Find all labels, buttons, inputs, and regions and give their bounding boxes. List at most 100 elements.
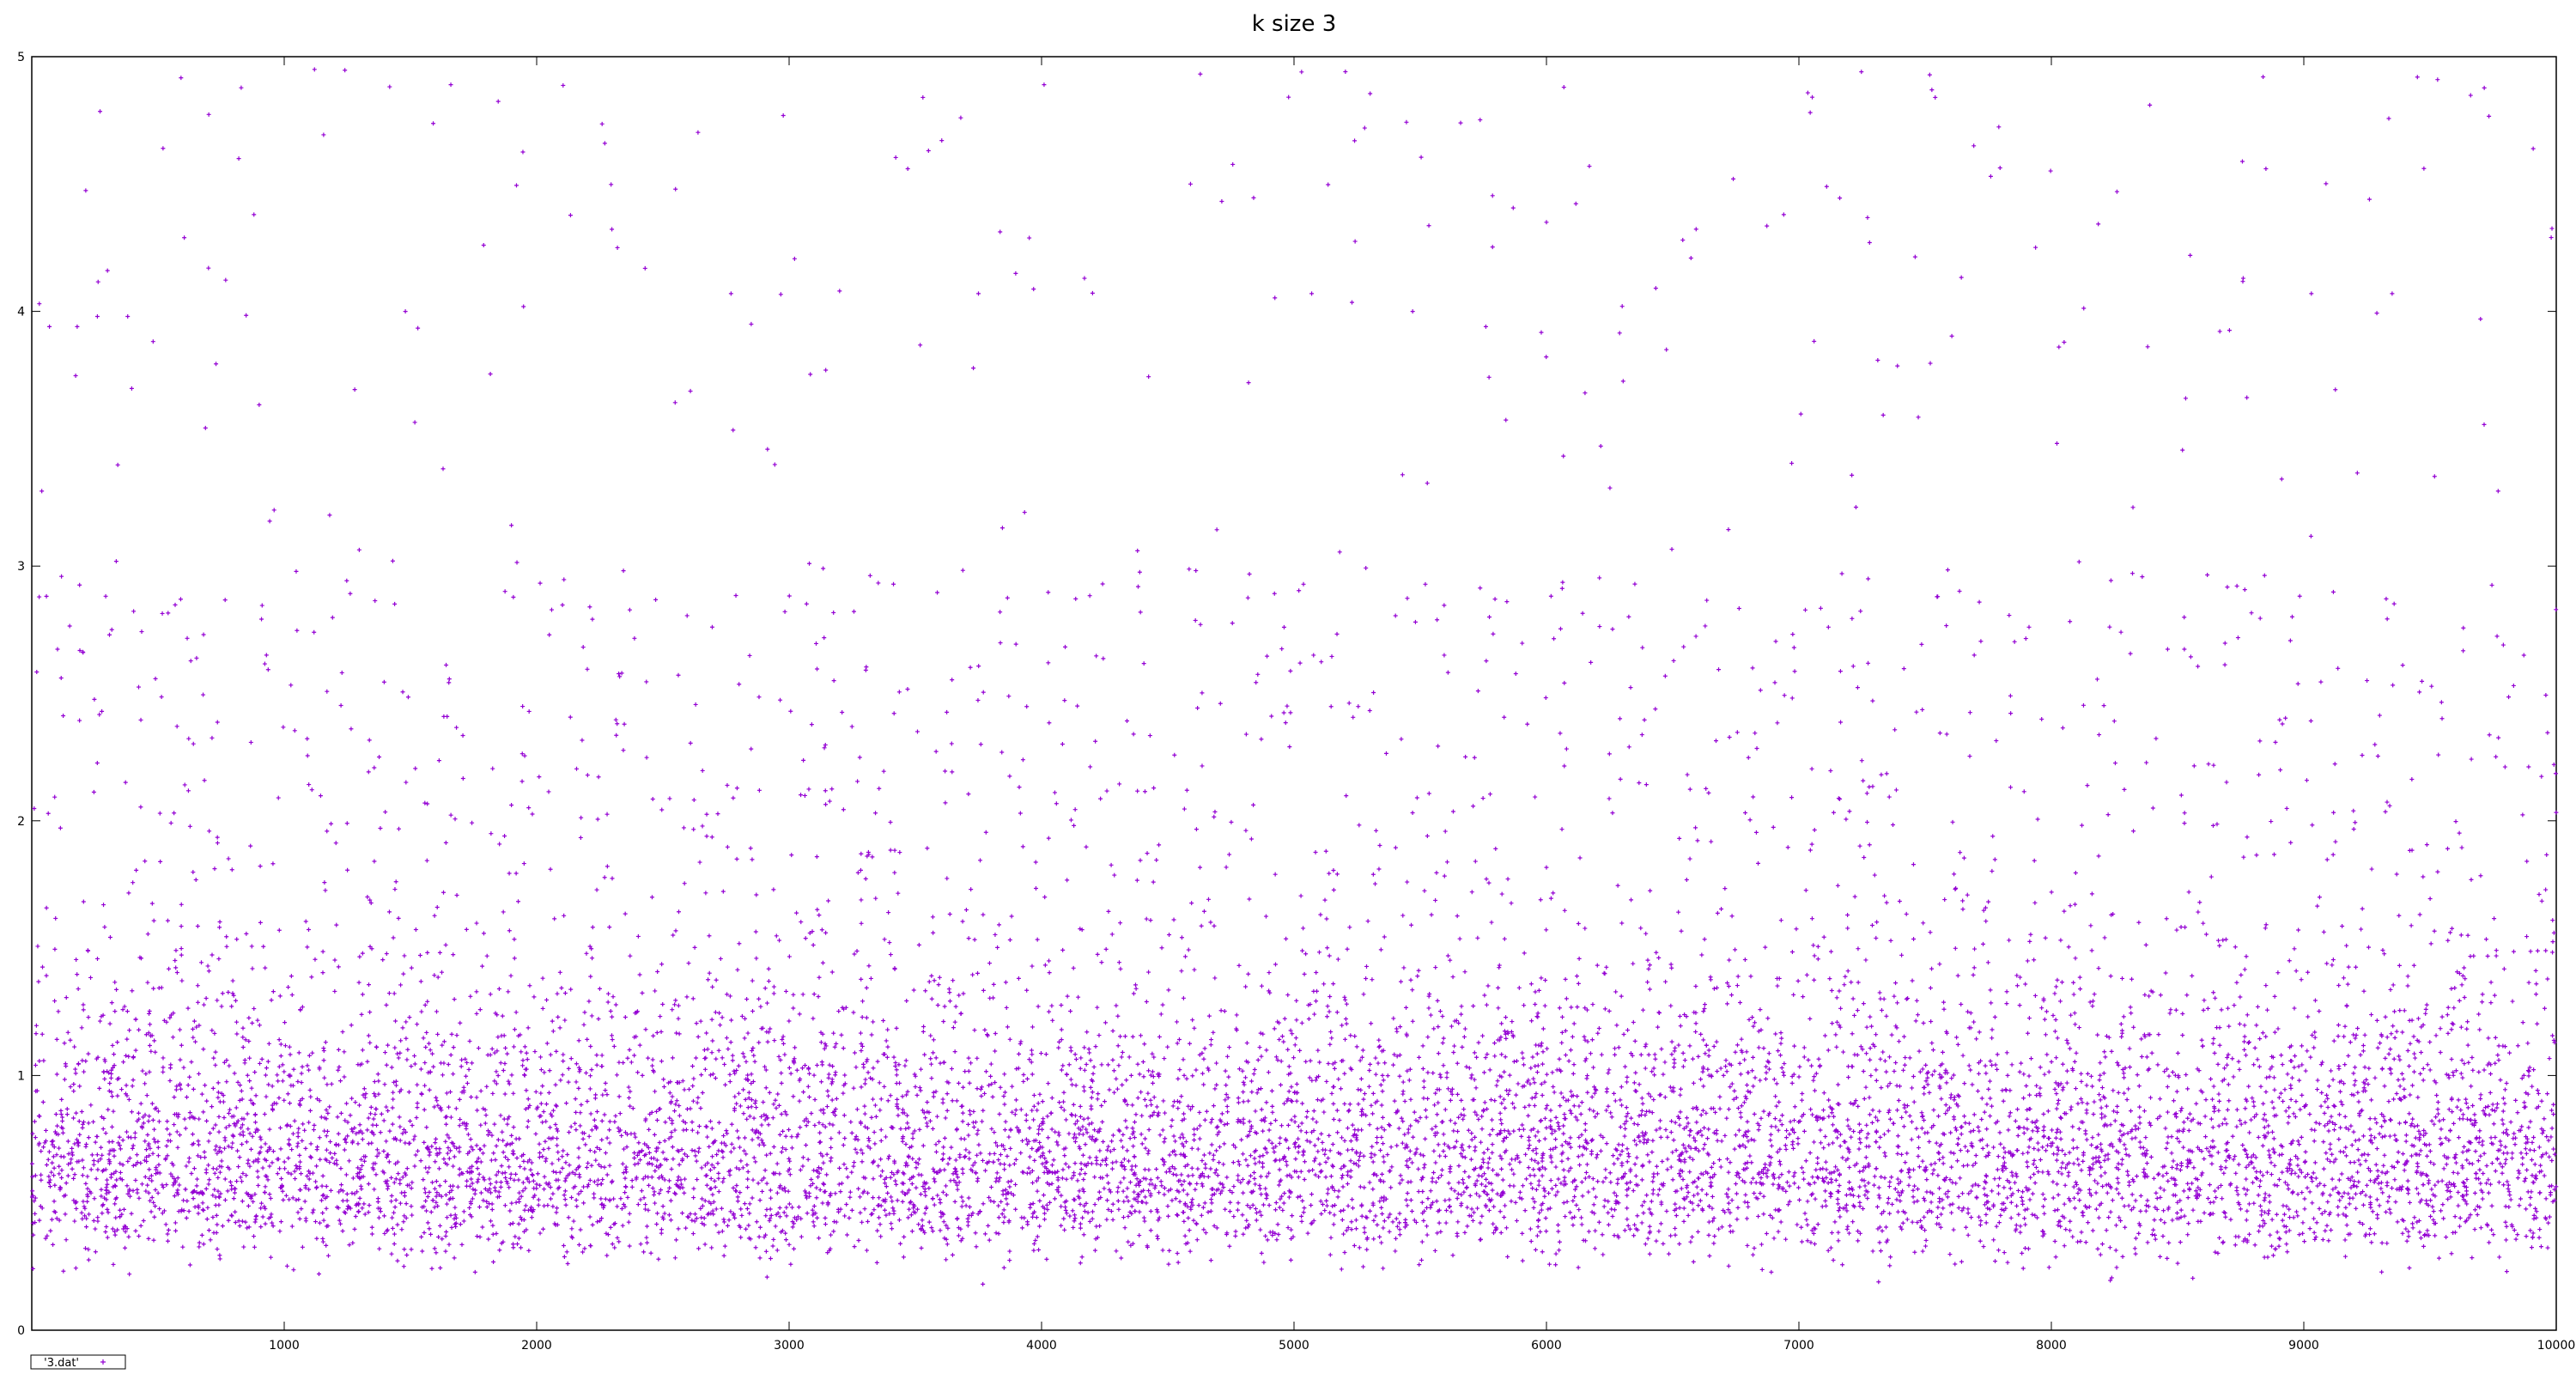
data-point bbox=[1645, 958, 1650, 963]
data-point bbox=[2275, 1183, 2280, 1189]
data-point bbox=[1905, 1103, 1910, 1109]
data-point bbox=[1139, 1132, 1144, 1137]
data-point bbox=[302, 1199, 307, 1204]
data-points bbox=[29, 67, 2559, 1286]
data-point bbox=[1618, 716, 1623, 721]
data-point bbox=[1910, 1085, 1915, 1091]
data-point bbox=[1133, 982, 1138, 988]
data-point bbox=[1959, 275, 1964, 280]
data-point bbox=[1765, 1168, 1771, 1173]
data-point bbox=[561, 1148, 566, 1153]
data-point bbox=[2352, 1082, 2357, 1087]
data-point bbox=[1449, 1086, 1455, 1091]
data-point bbox=[453, 817, 458, 822]
data-point bbox=[2444, 1182, 2449, 1188]
data-point bbox=[392, 1210, 397, 1215]
data-point bbox=[2488, 1135, 2494, 1140]
data-point bbox=[164, 1144, 169, 1149]
data-point bbox=[2553, 771, 2558, 776]
data-point bbox=[1047, 1149, 1052, 1154]
data-point bbox=[186, 1156, 191, 1161]
data-point bbox=[2147, 1121, 2152, 1126]
data-point bbox=[1125, 1186, 1130, 1191]
data-point bbox=[734, 786, 739, 791]
data-point bbox=[1702, 937, 1707, 942]
data-point bbox=[721, 1217, 726, 1222]
data-point bbox=[1284, 936, 1289, 941]
data-point bbox=[2256, 1193, 2261, 1198]
data-point bbox=[875, 1203, 880, 1208]
data-point bbox=[2263, 1135, 2268, 1140]
data-point bbox=[2300, 1062, 2305, 1067]
data-point bbox=[292, 1169, 297, 1174]
data-point bbox=[519, 1217, 525, 1222]
data-point bbox=[943, 800, 948, 806]
data-point bbox=[1574, 1184, 1579, 1189]
data-point bbox=[2234, 583, 2239, 588]
data-point bbox=[1934, 1140, 1939, 1146]
data-point bbox=[2426, 1202, 2431, 1207]
data-point bbox=[1654, 1128, 1659, 1133]
data-point bbox=[1706, 1127, 1711, 1132]
data-point bbox=[594, 1110, 599, 1115]
data-point bbox=[2423, 1131, 2428, 1136]
data-point bbox=[593, 1158, 598, 1163]
data-point bbox=[629, 1178, 635, 1183]
data-point bbox=[342, 1049, 347, 1055]
data-point bbox=[2015, 1107, 2020, 1112]
data-point bbox=[1090, 290, 1095, 295]
data-point bbox=[942, 1167, 947, 1172]
data-point bbox=[1151, 1055, 1157, 1060]
data-point bbox=[1327, 871, 1332, 876]
data-point bbox=[2465, 1105, 2470, 1110]
data-point bbox=[187, 824, 192, 829]
data-point bbox=[2531, 1148, 2537, 1153]
data-point bbox=[2468, 93, 2473, 98]
data-point bbox=[384, 1155, 389, 1160]
data-point bbox=[1308, 1058, 1313, 1063]
data-point bbox=[127, 1156, 132, 1161]
data-point bbox=[1013, 1207, 1018, 1212]
data-point bbox=[1917, 1069, 1923, 1074]
data-point bbox=[1974, 1195, 1979, 1200]
data-point bbox=[153, 1204, 158, 1209]
data-point bbox=[623, 1176, 628, 1181]
data-point bbox=[882, 1084, 887, 1089]
data-point bbox=[1109, 1166, 1115, 1171]
data-point bbox=[807, 561, 812, 566]
data-point bbox=[290, 1131, 295, 1136]
data-point bbox=[1861, 1207, 1866, 1212]
data-point bbox=[676, 1175, 681, 1180]
data-point bbox=[1357, 1153, 1362, 1158]
data-point bbox=[1911, 936, 1917, 941]
data-point bbox=[94, 314, 100, 319]
data-point bbox=[998, 1161, 1003, 1166]
data-point bbox=[670, 1055, 675, 1061]
data-point bbox=[1591, 1109, 1596, 1114]
data-point bbox=[2142, 1175, 2148, 1180]
data-point bbox=[1002, 1167, 1007, 1172]
data-point bbox=[2205, 1006, 2210, 1011]
data-point bbox=[403, 309, 408, 314]
data-point bbox=[811, 1224, 817, 1229]
data-point bbox=[1059, 1027, 1064, 1032]
data-point bbox=[1542, 1194, 1547, 1199]
data-point bbox=[607, 1119, 612, 1124]
data-point bbox=[80, 1216, 85, 1221]
data-point bbox=[126, 1234, 131, 1239]
data-point bbox=[2394, 872, 2399, 877]
data-point bbox=[1156, 1110, 1161, 1116]
data-point bbox=[2385, 617, 2390, 622]
data-point bbox=[781, 1128, 786, 1134]
data-point bbox=[441, 890, 447, 895]
data-point bbox=[2203, 1134, 2208, 1140]
data-point bbox=[782, 609, 787, 614]
data-point bbox=[2463, 1199, 2468, 1204]
data-point bbox=[1060, 947, 1066, 952]
data-point bbox=[811, 1073, 817, 1078]
data-point bbox=[1539, 1118, 1544, 1123]
data-point bbox=[2415, 1095, 2421, 1100]
data-point bbox=[2342, 1237, 2348, 1243]
data-point bbox=[2470, 1103, 2476, 1108]
data-point bbox=[925, 846, 930, 851]
